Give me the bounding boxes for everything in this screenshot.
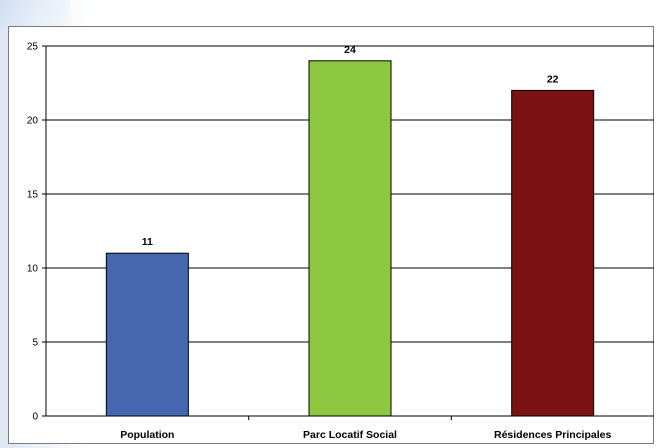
corner-accent — [0, 0, 70, 26]
y-tick-label: 25 — [27, 42, 39, 53]
labels: 0 5 10 15 20 25 11 Population 24 Parc Locatif Soc… — [27, 42, 612, 442]
data-label: 11 — [142, 236, 153, 248]
x-category-label: Résidences Principales — [494, 429, 611, 441]
bar-1 — [105, 252, 189, 417]
y-tick-label: 20 — [27, 116, 39, 127]
y-tick-label: 5 — [32, 338, 38, 349]
y-tick-label: 10 — [27, 264, 39, 275]
bar-3 — [511, 89, 595, 417]
data-label: 22 — [547, 73, 559, 85]
bars — [105, 60, 595, 417]
x-category-label: Population — [120, 429, 174, 441]
y-tick-label: 15 — [27, 190, 39, 201]
x-category-label: Parc Locatif Social — [303, 429, 397, 441]
bar-2 — [308, 60, 392, 417]
data-label: 24 — [344, 44, 356, 56]
y-tick-label: 0 — [32, 412, 38, 423]
axes — [42, 45, 654, 420]
